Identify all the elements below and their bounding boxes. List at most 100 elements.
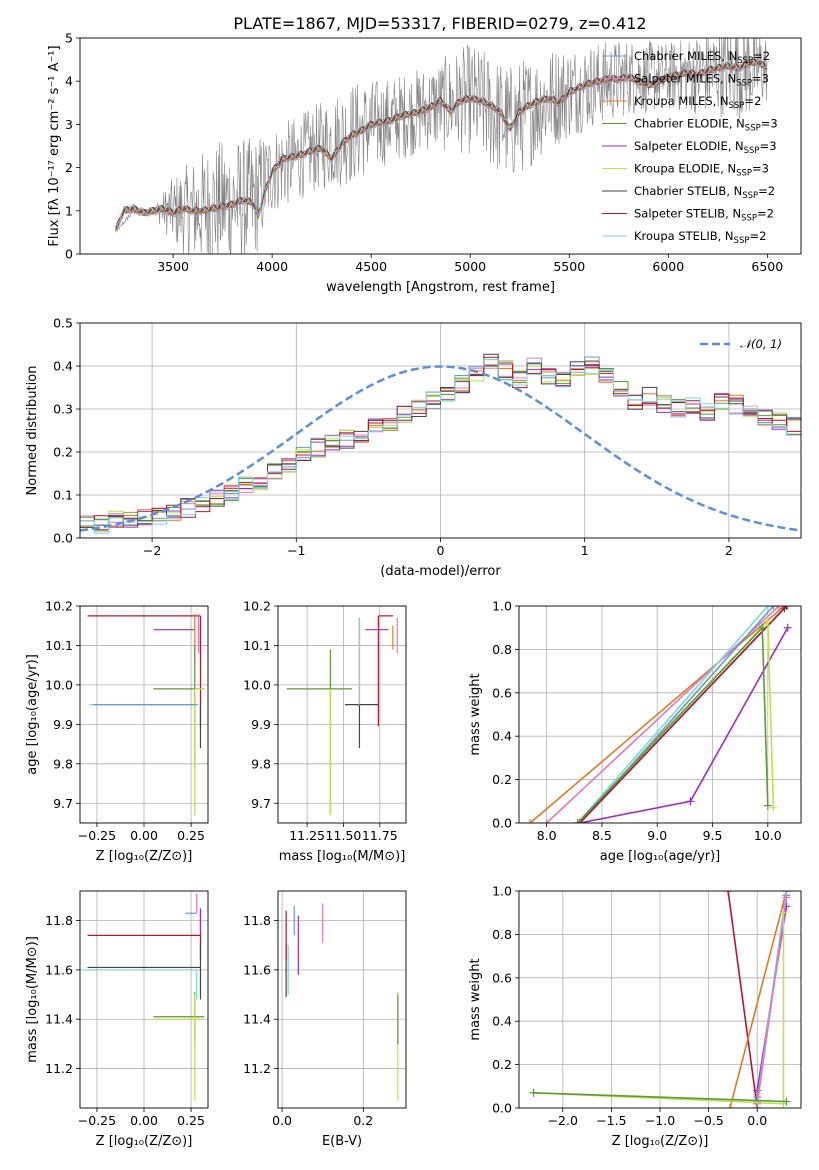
y-tick-label: 11.8 [45,913,73,928]
y-tick-label: 9.9 [53,717,73,732]
y-axis-label: Normed distribution [25,366,40,496]
y-tick-label: 11.8 [243,913,271,928]
model-spectrum-chabrier-stelib [115,58,768,231]
x-tick-label: −2 [143,543,161,558]
weight-marker [779,908,788,917]
panel-mass-vs-Z: −0.25 0.00 0.25 11.2 11.4 11.6 11.8 Z [log₁₀(Z/… [25,890,209,1149]
y-tick-label: 4 [65,74,73,89]
legend-entry: Kroupa STELIB, NSSP=2 [634,229,766,246]
model-spectrum-salpeter-stelib [115,58,767,228]
model-spectrum-kroupa-stelib [115,58,768,227]
weight-series-chabrier-elodie [573,623,772,823]
y-tick-label: 2 [65,160,73,175]
y-tick-label: 0.5 [53,316,73,331]
y-tick-label: 1.0 [492,884,512,899]
y-axis-label: mass weight [468,673,483,755]
y-tick-label: 0.0 [492,816,512,831]
x-tick-label: 5500 [553,259,585,274]
y-tick-label: 11.4 [45,1012,73,1027]
y-tick-label: 0.8 [492,927,512,942]
y-tick-label: 0.2 [492,1057,512,1072]
errorbar-chabrier-stelib [344,617,379,749]
legend-entry: Kroupa MILES, NSSP=2 [634,94,761,111]
x-tick-label: 11.50 [326,828,362,843]
weight-marker [782,1097,791,1106]
y-tick-label: 9.7 [53,796,73,811]
y-tick-label: 11.4 [243,1012,271,1027]
legend-entry: Salpeter ELODIE, NSSP=3 [634,139,777,156]
residual-histogram-kroupa-stelib [80,358,801,534]
weight-line [579,627,789,823]
x-tick-label: −1 [287,543,305,558]
weight-series-kroupa-stelib [573,606,772,823]
legend-entry: Chabrier STELIB, NSSP=2 [634,184,775,201]
x-tick-label: 9.5 [703,828,723,843]
weight-marker [769,803,778,812]
plot-area-mass-vs-Z [80,891,208,1108]
axes-frame [79,890,209,1109]
x-tick-label: 9.0 [647,828,667,843]
weight-line [727,891,758,1108]
weight-series-salpeter-stelib [724,891,762,1108]
panel-residuals: −2 −1 0 1 2 0.0 0.1 0.2 0.3 0.4 0.5 (data-model)/er… [25,316,802,579]
weight-marker [763,801,772,810]
panel-age-vs-Z: −0.25 0.00 0.25 9.7 9.8 9.9 10.0 10.1 10.2 Z [log… [25,599,209,864]
x-tick-label: 0.0 [747,1113,767,1128]
x-tick-label: 8.5 [592,828,612,843]
x-tick-label: −0.25 [78,828,116,843]
errorbar-kroupa-stelib [83,969,198,1000]
x-axis-label: E(B-V) [322,1134,362,1149]
y-tick-label: 9.9 [251,717,271,732]
x-tick-label: 0.2 [353,1113,373,1128]
x-tick-label: −0.5 [693,1113,723,1128]
observed-spectrum [115,38,768,254]
weight-marker [726,1104,735,1108]
plot-area-mass-vs-ebv [278,891,406,1108]
errorbar-kroupa-elodie [194,688,205,816]
weight-series-salpeter-stelib [575,606,791,823]
y-tick-label: 9.8 [251,756,271,771]
gaussian-curve [80,365,801,532]
x-tick-label: 6000 [652,259,684,274]
weight-marker [782,606,791,610]
y-tick-label: 10.0 [45,677,73,692]
y-tick-label: 11.2 [243,1061,271,1076]
weight-marker [753,1086,762,1095]
y-tick-label: 1 [65,203,73,218]
x-tick-label: 0 [437,543,445,558]
x-tick-label: 0.25 [177,828,205,843]
weight-marker [542,819,551,823]
weight-marker [529,1088,538,1097]
weight-series-salpeter-elodie [575,623,792,823]
x-tick-label: 0.00 [130,1113,158,1128]
errorbar-salpeter-stelib [377,615,393,727]
weight-line [576,606,769,823]
weight-line [729,891,788,1108]
y-tick-label: 0.2 [53,445,73,460]
x-tick-label: 4000 [256,259,288,274]
weight-marker [769,606,778,610]
panel-age-vs-mass: 11.25 11.50 11.75 9.7 9.8 9.9 10.0 10.1 10.2 mass… [243,599,407,864]
y-tick-label: 0 [65,247,73,262]
axes-frame [518,890,802,1109]
y-tick-label: 5 [65,31,73,46]
y-tick-label: 0.0 [492,1101,512,1116]
plot-area-massweight-vs-age [519,606,801,823]
errorbar-chabrier-elodie [153,645,205,768]
weight-line [533,1092,787,1103]
x-axis-label: (data-model)/error [380,564,501,579]
y-tick-label: 10.1 [45,638,73,653]
y-tick-label: 11.2 [45,1061,73,1076]
x-tick-label: 4500 [355,259,387,274]
model-spectrum-kroupa-miles [115,60,768,229]
y-tick-label: 1.0 [492,599,512,614]
y-tick-label: 10.1 [243,638,271,653]
y-tick-label: 0.4 [492,1014,512,1029]
errorbar-chabrier-stelib [87,942,202,1000]
x-tick-label: 2 [725,543,733,558]
y-tick-label: 10.2 [45,599,73,614]
x-tick-label: 0.25 [177,1113,205,1128]
x-tick-label: −1.5 [596,1113,626,1128]
axes-frame [79,37,802,255]
x-tick-label: 8.0 [537,828,557,843]
